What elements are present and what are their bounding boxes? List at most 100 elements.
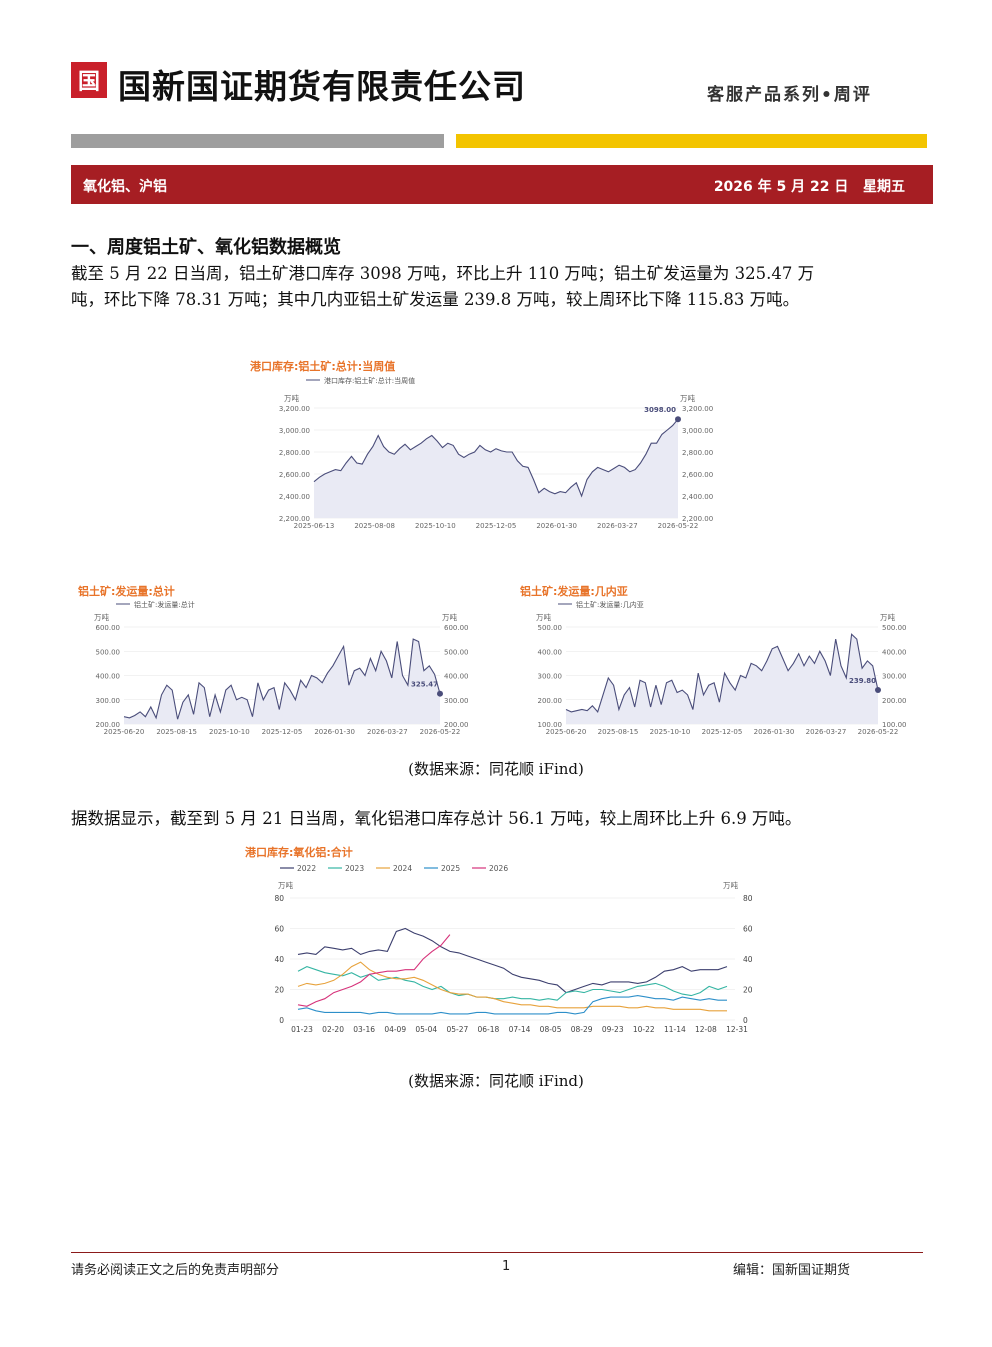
c4-xtick: 03-16 <box>353 1025 375 1034</box>
c1-ytick-right: 2,600.00 <box>682 471 713 479</box>
c4-xtick: 09-23 <box>602 1025 624 1034</box>
c2-xtick: 2025-12-05 <box>262 728 303 736</box>
banner-topic: 氧化铝、沪铝 <box>83 179 167 195</box>
c4-xtick: 10-22 <box>633 1025 655 1034</box>
c1-ytick-right: 2,400.00 <box>682 493 713 501</box>
c2-xtick: 2026-03-27 <box>367 728 408 736</box>
c4-series-line-2024 <box>297 961 727 1012</box>
c3-ytick-left: 400.00 <box>538 648 563 656</box>
c1-ytick-right: 3,200.00 <box>682 405 713 413</box>
c3-ytick-right: 100.00 <box>882 721 907 729</box>
c2-unit-right: 万吨 <box>442 612 457 622</box>
c4-legend-label-2024: 2024 <box>393 864 412 873</box>
header-bar-grey <box>71 134 444 148</box>
c4-xtick: 12-31 <box>726 1025 748 1034</box>
footer-editor: 编辑：国新国证期货 <box>733 1263 851 1278</box>
c2-ytick-right: 300.00 <box>444 697 469 705</box>
c1-ytick-left: 2,800.00 <box>279 449 310 457</box>
c3-ytick-right: 300.00 <box>882 673 907 681</box>
chart2-title: 铝土矿:发运量:总计 <box>78 585 175 598</box>
section-title: 一、周度铝土矿、氧化铝数据概览 <box>71 237 341 258</box>
c1-unit-right: 万吨 <box>680 393 695 403</box>
c2-ytick-left: 300.00 <box>96 697 121 705</box>
c1-xtick: 2026-01-30 <box>536 522 577 530</box>
c4-unit-left: 万吨 <box>278 880 293 890</box>
c4-xtick: 04-09 <box>384 1025 406 1034</box>
c3-xtick: 2026-05-22 <box>858 728 899 736</box>
c1-legend-label: 港口库存:铝土矿:总计:当周值 <box>324 376 415 385</box>
footer-divider <box>71 1252 923 1253</box>
c1-last-label: 3098.00 <box>644 406 676 414</box>
c2-legend-label: 铝土矿:发运量:总计 <box>134 600 195 609</box>
company-name: 国新国证期货有限责任公司 <box>118 67 526 106</box>
alumina-port-inventory-chart: 2022 2023 2024 2025 2026 万吨 万吨 0 0 20 20 40 40 60 60 80… <box>274 864 753 1034</box>
c4-ytick-right: 0 <box>743 1016 748 1025</box>
c3-ytick-left: 500.00 <box>538 624 563 632</box>
c4-legend-label-2026: 2026 <box>489 864 508 873</box>
c4-xtick: 08-05 <box>540 1025 562 1034</box>
c2-area-fill <box>124 639 440 724</box>
c3-last-label: 239.80 <box>849 677 876 685</box>
paragraph-line-2: 吨，环比下降 78.31 万吨；其中几内亚铝土矿发运量 239.8 万吨，较上周… <box>71 290 800 309</box>
c4-ytick-left: 80 <box>274 894 284 903</box>
c2-ytick-left: 600.00 <box>96 624 121 632</box>
c3-ytick-right: 500.00 <box>882 624 907 632</box>
c1-xtick: 2025-06-13 <box>294 522 335 530</box>
c1-ytick-right: 2,200.00 <box>682 515 713 523</box>
c4-ytick-left: 20 <box>274 986 284 995</box>
topic-banner: 氧化铝、沪铝 2026 年 5 月 22 日 星期五 <box>71 165 933 204</box>
c1-unit-left: 万吨 <box>284 393 299 403</box>
c4-legend-label-2025: 2025 <box>441 864 460 873</box>
c4-xtick: 02-20 <box>322 1025 344 1034</box>
c4-legend-label-2023: 2023 <box>345 864 364 873</box>
c4-xtick: 05-27 <box>446 1025 468 1034</box>
c2-xtick: 2025-06-20 <box>104 728 145 736</box>
c4-xtick: 08-29 <box>571 1025 593 1034</box>
c2-xtick: 2025-08-15 <box>156 728 197 736</box>
c1-xtick: 2025-10-10 <box>415 522 456 530</box>
chart3-title: 铝土矿:发运量:几内亚 <box>520 585 628 598</box>
c1-ytick-left: 3,000.00 <box>279 427 310 435</box>
c4-xtick: 11-14 <box>664 1025 686 1034</box>
c2-ytick-left: 400.00 <box>96 673 121 681</box>
c2-xtick: 2026-01-30 <box>314 728 355 736</box>
c3-xtick: 2026-03-27 <box>806 728 847 736</box>
c2-ytick-right: 400.00 <box>444 673 469 681</box>
c1-ytick-left: 3,200.00 <box>279 405 310 413</box>
c4-ytick-right: 20 <box>743 986 753 995</box>
c3-ytick-right: 200.00 <box>882 697 907 705</box>
c1-ytick-left: 2,200.00 <box>279 515 310 523</box>
c2-xtick: 2025-10-10 <box>209 728 250 736</box>
page-number: 1 <box>502 1259 511 1274</box>
footer-disclaimer: 请务必阅读正文之后的免责声明部分 <box>71 1263 280 1278</box>
c3-xtick: 2025-08-15 <box>598 728 639 736</box>
c4-ytick-left: 0 <box>279 1016 284 1025</box>
c3-xtick: 2025-10-10 <box>650 728 691 736</box>
series-label: 客服产品系列•周评 <box>707 85 872 105</box>
c2-unit-left: 万吨 <box>94 612 109 622</box>
company-logo: 国 <box>71 62 107 98</box>
c4-xtick: 05-04 <box>415 1025 437 1034</box>
c3-xtick: 2026-01-30 <box>754 728 795 736</box>
c3-area-fill <box>566 634 878 724</box>
c3-ytick-left: 100.00 <box>538 721 563 729</box>
c3-ytick-left: 300.00 <box>538 673 563 681</box>
chart1-title: 港口库存:铝土矿:总计:当周值 <box>250 360 396 373</box>
c3-unit-left: 万吨 <box>536 612 551 622</box>
c2-ytick-left: 500.00 <box>96 648 121 656</box>
c1-ytick-right: 2,800.00 <box>682 449 713 457</box>
c3-unit-right: 万吨 <box>880 612 895 622</box>
c4-xtick: 12-08 <box>695 1025 717 1034</box>
banner-date: 2026 年 5 月 22 日 星期五 <box>714 176 905 196</box>
paragraph-line-1: 截至 5 月 22 日当周，铝土矿港口库存 3098 万吨，环比上升 110 万… <box>71 264 815 283</box>
c4-xtick: 06-18 <box>478 1025 500 1034</box>
c2-ytick-right: 200.00 <box>444 721 469 729</box>
c4-series-line-2026 <box>297 934 451 1007</box>
banner-weekday: 星期五 <box>863 179 905 195</box>
c1-xtick: 2025-12-05 <box>476 522 517 530</box>
c3-legend-label: 铝土矿:发运量:几内亚 <box>576 600 644 609</box>
c2-series-line <box>123 638 441 720</box>
c3-ytick-right: 400.00 <box>882 648 907 656</box>
